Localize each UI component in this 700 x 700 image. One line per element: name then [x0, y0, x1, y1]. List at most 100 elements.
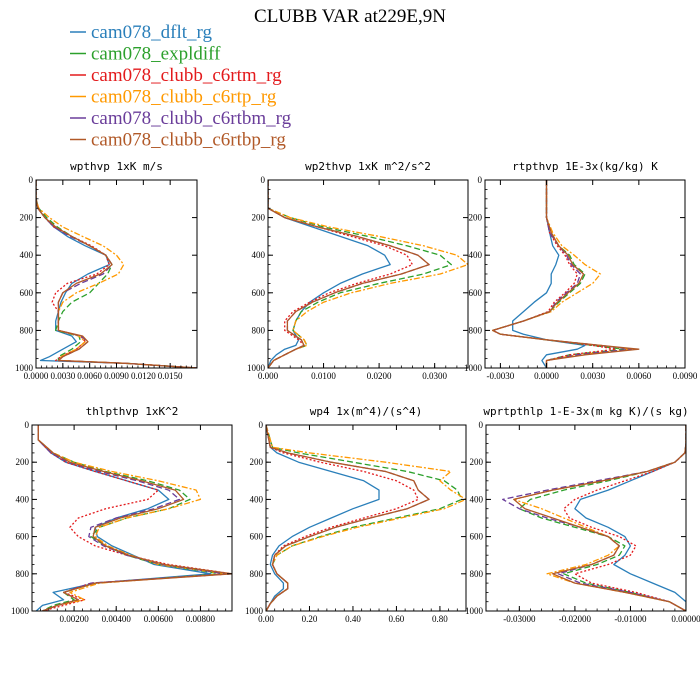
x-tick-label: 0.00 — [258, 614, 274, 624]
series-line — [37, 425, 232, 611]
y-tick-label: 800 — [252, 325, 266, 335]
series-line — [268, 180, 391, 368]
series-line — [512, 180, 586, 368]
series-line — [36, 180, 197, 368]
x-tick-label: -0.03000 — [503, 614, 536, 624]
y-tick-label: 400 — [250, 494, 264, 504]
y-tick-label: 1000 — [245, 606, 264, 616]
legend-item: cam078_clubb_c6rtp_rg — [70, 87, 277, 108]
y-tick-label: 0 — [259, 420, 264, 430]
y-tick-label: 800 — [470, 569, 484, 579]
series-group — [266, 425, 466, 611]
y-tick-label: 600 — [16, 532, 30, 542]
panel-6: wprtpthlp 1-E-3x(m kg K)/(s kg) 0 200 400 60… — [465, 405, 700, 624]
x-tick-label: -0.0030 — [487, 371, 515, 381]
x-tick-label: 0.0060 — [626, 371, 651, 381]
series-line — [37, 425, 232, 611]
x-tick-label: 0.0000 — [24, 371, 49, 381]
series-line — [36, 180, 197, 368]
x-tick-label: -0.02000 — [559, 614, 592, 624]
panel-2: wp2thvp 1xK m^2/s^2 0 200 400 600 800 10000.00… — [247, 160, 469, 381]
series-group — [492, 180, 640, 368]
y-tick-label: 200 — [469, 213, 483, 223]
legend-label: cam078_clubb_c6rtbm_rg — [91, 108, 292, 129]
series-line — [518, 425, 686, 611]
x-tick-label: 0.00800 — [186, 614, 216, 624]
series-line — [36, 180, 197, 368]
y-tick-label: 1000 — [465, 606, 484, 616]
figure-title: CLUBB VAR at229E,9N — [254, 6, 446, 27]
series-line — [37, 425, 223, 611]
series-line — [37, 425, 227, 611]
series-line — [513, 425, 686, 611]
x-tick-label: -0.01000 — [614, 614, 647, 624]
y-tick-label: 200 — [470, 457, 484, 467]
y-tick-label: 0 — [479, 420, 484, 430]
series-line — [574, 425, 686, 611]
series-line — [513, 425, 686, 611]
legend: cam078_dflt_rgcam078_expldiffcam078_club… — [70, 22, 292, 151]
x-tick-label: 0.0030 — [580, 371, 605, 381]
y-tick-label: 600 — [20, 288, 34, 298]
x-tick-label: 0.00200 — [59, 614, 89, 624]
y-tick-label: 400 — [252, 250, 266, 260]
legend-item: cam078_expldiff — [70, 44, 221, 65]
panel-title: wpthvp 1xK m/s — [70, 160, 163, 173]
panel-3: rtpthvp 1E-3x(kg/kg) K 0 200 400 600 800 1000-… — [464, 160, 698, 381]
x-tick-label: 0.000 — [258, 371, 279, 381]
series-line — [563, 425, 686, 611]
series-line — [37, 425, 227, 611]
y-tick-label: 800 — [16, 569, 30, 579]
y-tick-label: 0 — [261, 175, 266, 185]
series-line — [492, 180, 632, 368]
y-tick-label: 800 — [250, 569, 264, 579]
x-tick-label: 0.0300 — [422, 371, 447, 381]
y-tick-label: 1000 — [15, 363, 34, 373]
series-line — [492, 180, 625, 368]
panel-frame — [31, 424, 233, 612]
x-tick-label: 0.0200 — [367, 371, 392, 381]
y-tick-label: 200 — [250, 457, 264, 467]
y-tick-label: 200 — [252, 213, 266, 223]
series-line — [36, 180, 197, 368]
x-tick-label: 0.60 — [389, 614, 405, 624]
legend-label: cam078_clubb_c6rtbp_rg — [91, 130, 286, 151]
panel-title: wp2thvp 1xK m^2/s^2 — [305, 160, 431, 173]
legend-item: cam078_clubb_c6rtbm_rg — [70, 108, 292, 129]
series-line — [35, 425, 212, 611]
y-tick-label: 800 — [469, 325, 483, 335]
x-tick-label: 0.00400 — [102, 614, 132, 624]
series-line — [268, 180, 430, 368]
series-line — [266, 425, 466, 611]
x-tick-label: 0.00600 — [144, 614, 174, 624]
legend-label: cam078_dflt_rg — [91, 22, 213, 43]
legend-item: cam078_clubb_c6rtm_rg — [70, 65, 282, 86]
y-tick-label: 1000 — [11, 606, 30, 616]
y-tick-label: 800 — [20, 325, 34, 335]
y-tick-label: 400 — [20, 250, 34, 260]
legend-label: cam078_clubb_c6rtp_rg — [91, 87, 277, 108]
x-tick-label: 0.0100 — [311, 371, 336, 381]
x-tick-label: 0.0060 — [77, 371, 102, 381]
panel-4: thlpthvp 1xK^2 0 200 400 600 800 1000 0.00200 0.… — [11, 405, 233, 624]
series-line — [492, 180, 632, 368]
y-tick-label: 600 — [250, 532, 264, 542]
legend-item: cam078_clubb_c6rtbp_rg — [70, 130, 286, 151]
x-tick-label: 0.40 — [345, 614, 361, 624]
series-line — [266, 425, 430, 611]
x-tick-label: 0.0000 — [534, 371, 559, 381]
series-line — [492, 180, 617, 368]
y-tick-label: 400 — [16, 494, 30, 504]
y-tick-label: 0 — [29, 175, 34, 185]
panel-frame — [484, 179, 686, 369]
series-line — [268, 180, 452, 368]
y-tick-label: 200 — [16, 457, 30, 467]
x-tick-label: 0.20 — [302, 614, 318, 624]
series-line — [268, 180, 414, 368]
x-tick-label: 0.0120 — [131, 371, 156, 381]
y-tick-label: 600 — [252, 288, 266, 298]
